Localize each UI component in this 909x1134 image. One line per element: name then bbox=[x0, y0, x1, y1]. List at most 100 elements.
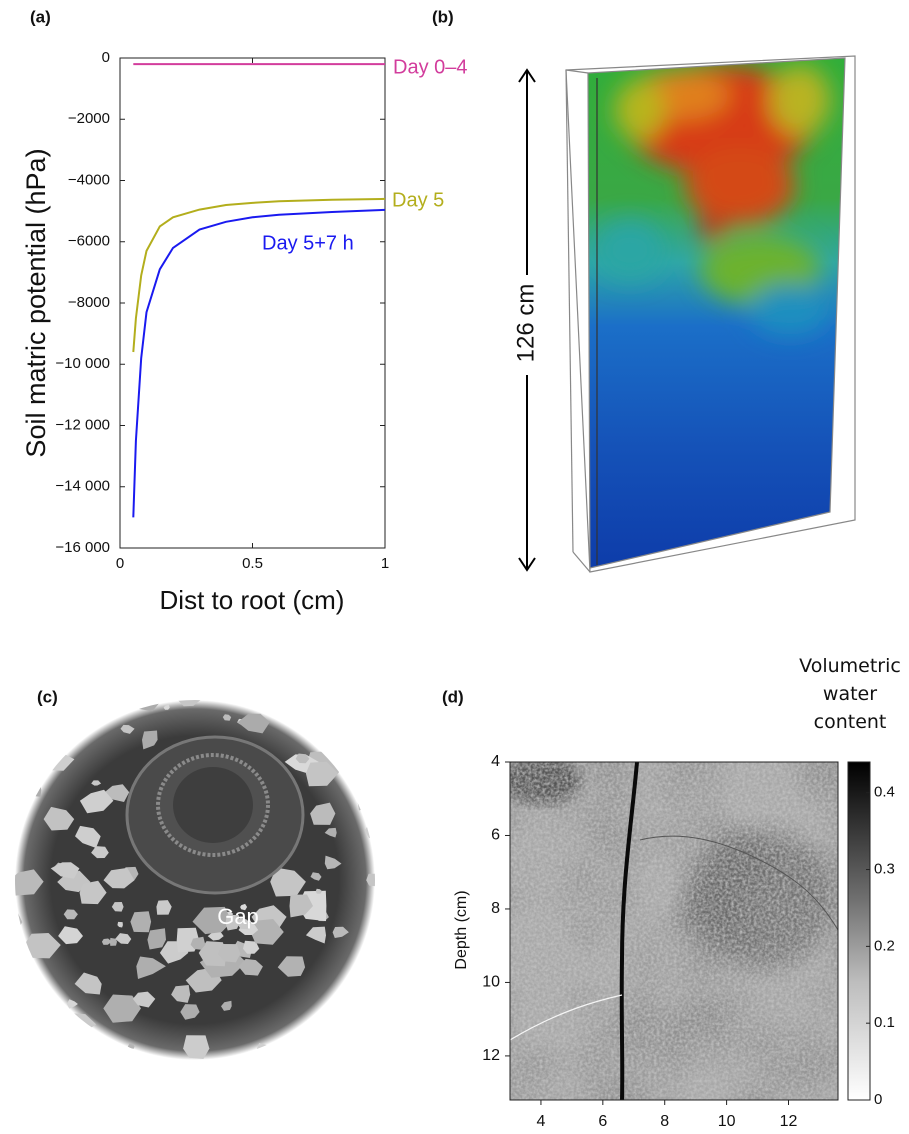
soil-grain bbox=[103, 994, 141, 1023]
series-line bbox=[132, 208, 386, 518]
colorbar-tick-label: 0.3 bbox=[874, 861, 895, 878]
soil-grain bbox=[310, 872, 322, 881]
x-tick-label: 1 bbox=[381, 555, 389, 572]
soil-grain bbox=[324, 827, 337, 838]
soil-grain bbox=[222, 714, 232, 721]
soil-grain bbox=[163, 704, 170, 710]
soil-grain bbox=[324, 855, 342, 870]
soil-grain bbox=[75, 825, 101, 848]
soil-grain bbox=[236, 917, 250, 930]
y-tick-label: −6000 bbox=[68, 233, 110, 250]
soil-grain bbox=[79, 880, 107, 905]
x-tick-label: 10 bbox=[718, 1113, 736, 1130]
soil-grain bbox=[305, 761, 339, 787]
box-outline bbox=[565, 55, 856, 573]
panel-a: Soil matric potential (hPa) Dist to root… bbox=[21, 57, 386, 615]
soil-grain bbox=[50, 862, 80, 879]
soil-grain bbox=[198, 941, 227, 967]
soil-grain bbox=[357, 789, 375, 811]
soil-grain bbox=[237, 713, 270, 734]
soil-grain bbox=[117, 921, 123, 928]
y-tick-label: −12 000 bbox=[55, 416, 110, 433]
soil-grain bbox=[225, 914, 240, 931]
y-tick-label: 10 bbox=[482, 974, 500, 991]
x-tick-label: 8 bbox=[660, 1113, 669, 1130]
label-bg bbox=[512, 275, 542, 375]
y-tick-label: −2000 bbox=[68, 110, 110, 127]
x-tick-label: 4 bbox=[536, 1113, 545, 1130]
y-tick-label: 6 bbox=[491, 827, 500, 844]
y-tick-label: −8000 bbox=[68, 294, 110, 311]
soil-grain bbox=[109, 937, 117, 946]
colorbar bbox=[847, 761, 871, 1101]
panel-label: (a) bbox=[30, 7, 51, 26]
panel-label: (d) bbox=[442, 687, 464, 706]
y-axis-label: Soil matric potential (hPa) bbox=[21, 148, 51, 457]
soil-grain bbox=[310, 802, 336, 825]
panel-b: 126 cm bbox=[512, 55, 856, 573]
y-tick-label: −10 000 bbox=[55, 355, 110, 372]
soil-grain bbox=[132, 991, 156, 1008]
soil-grain bbox=[366, 873, 375, 887]
soil-grain bbox=[180, 1004, 200, 1020]
soil-grain bbox=[221, 1000, 232, 1011]
soil-grain bbox=[192, 906, 232, 935]
soil-grain bbox=[104, 784, 130, 802]
soil-grain bbox=[255, 1043, 279, 1059]
gap-label: Gap bbox=[217, 904, 259, 929]
y-tick-label: 4 bbox=[491, 753, 500, 770]
soil-grain bbox=[207, 931, 224, 941]
soil-grain bbox=[120, 724, 135, 734]
scale-label: 126 cm bbox=[512, 284, 539, 363]
colorbar-tick-label: 0 bbox=[874, 1091, 882, 1108]
soil-grain bbox=[177, 700, 202, 707]
x-tick-label: 0 bbox=[116, 555, 124, 572]
x-tick-label: 12 bbox=[780, 1113, 798, 1130]
panel-label: (b) bbox=[432, 7, 454, 26]
soil-grain bbox=[332, 926, 349, 938]
soil-grain bbox=[127, 1043, 135, 1049]
series-label: Day 0–4 bbox=[393, 56, 468, 78]
y-tick-label: −16 000 bbox=[55, 539, 110, 556]
series-line bbox=[132, 197, 386, 353]
series-label: Day 5 bbox=[392, 189, 444, 211]
soil-grain bbox=[115, 933, 132, 944]
y-tick-label: 8 bbox=[491, 900, 500, 917]
series-label: Day 5+7 h bbox=[262, 232, 354, 254]
soil-grain bbox=[136, 956, 166, 979]
y-tick-label: 0 bbox=[102, 49, 110, 66]
heatmap-frame bbox=[509, 761, 839, 1101]
colorbar-title: Volumetric water content bbox=[799, 655, 901, 733]
colorbar-tick-label: 0.2 bbox=[874, 937, 895, 954]
soil-grain bbox=[103, 867, 135, 889]
y-axis-label: Depth (cm) bbox=[453, 890, 470, 969]
soil-grain bbox=[15, 869, 44, 896]
soil-grain bbox=[250, 919, 284, 945]
soil-grain bbox=[289, 894, 313, 918]
soil-grain bbox=[190, 936, 206, 950]
soil-grain bbox=[217, 944, 241, 963]
soil-grain bbox=[147, 928, 166, 950]
y-tick-label: 12 bbox=[482, 1047, 500, 1064]
soil-grain bbox=[183, 1035, 210, 1059]
soil-grains bbox=[15, 700, 375, 1059]
y-tick-label: −4000 bbox=[68, 171, 110, 188]
y-tick-label: −14 000 bbox=[55, 478, 110, 495]
soil-grain bbox=[74, 972, 102, 995]
soil-grain bbox=[305, 926, 326, 944]
soil-grain bbox=[270, 867, 306, 897]
plot-frame bbox=[119, 57, 386, 549]
soil-grain bbox=[27, 784, 42, 797]
panel-label: (c) bbox=[37, 687, 58, 706]
soil-grain bbox=[277, 956, 306, 977]
x-tick-label: 6 bbox=[598, 1113, 607, 1130]
soil-column-image bbox=[588, 58, 845, 568]
panel-d: Depth (cm) bbox=[453, 761, 871, 1101]
x-axis-label: Dist to root (cm) bbox=[160, 585, 345, 615]
soil-grain bbox=[66, 999, 78, 1009]
soil-grain bbox=[315, 888, 323, 894]
soil-grain bbox=[142, 730, 158, 750]
soil-grain bbox=[101, 938, 112, 945]
